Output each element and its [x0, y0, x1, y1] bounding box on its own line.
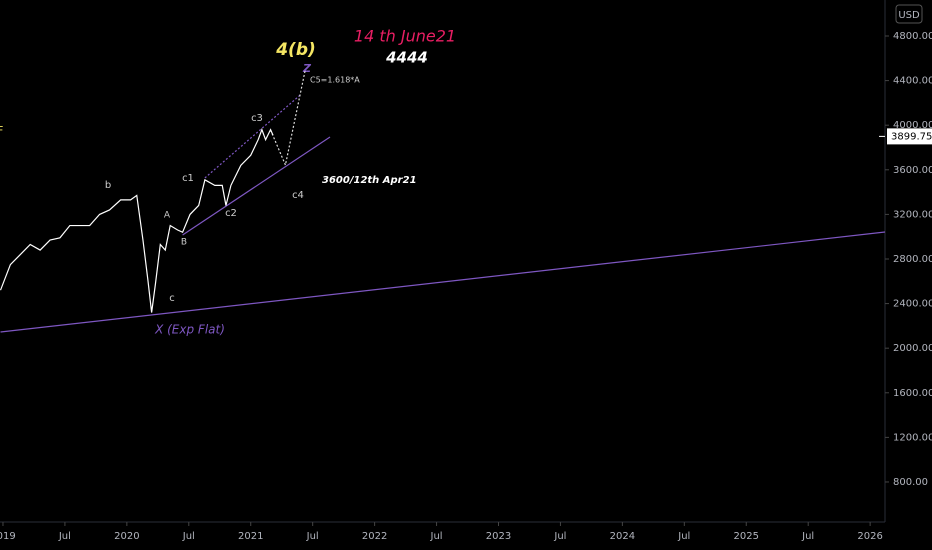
y-tick-label: 2400.00	[893, 299, 932, 310]
x-tick-label: Jul	[182, 531, 195, 542]
x-tick-label: Jul	[677, 531, 690, 542]
trend-line	[204, 94, 301, 179]
annotation: c3	[251, 113, 263, 124]
x-tick-label: 2022	[362, 531, 387, 542]
y-tick-label: 4000.00	[893, 120, 932, 131]
annotation: c2	[225, 208, 237, 219]
y-tick-label: 1200.00	[893, 432, 932, 443]
annotation: c1	[182, 173, 194, 184]
x-tick-label: 2025	[734, 531, 759, 542]
last-price: 3899.75	[891, 131, 932, 142]
y-tick-label: 3600.00	[893, 165, 932, 176]
annotation: B	[181, 238, 187, 248]
x-tick-label: 2020	[114, 531, 139, 542]
x-tick-label: Jul	[430, 531, 443, 542]
x-tick-label: 2026	[857, 531, 882, 542]
y-tick-label: 800.00	[893, 477, 928, 488]
annotation: c	[169, 293, 175, 304]
trend-line	[182, 136, 331, 236]
annotation: Z	[302, 62, 312, 75]
x-tick-label: 2021	[238, 531, 263, 542]
x-tick-label: Jul	[306, 531, 319, 542]
x-tick-label: Jul	[58, 531, 71, 542]
x-tick-label: 2023	[486, 531, 511, 542]
y-tick-label: 1600.00	[893, 388, 932, 399]
annotation: X (Exp Flat)	[154, 323, 225, 337]
annotation: C5=1.618*A	[310, 76, 360, 85]
y-tick-label: 2000.00	[893, 343, 932, 354]
x-tick-label: Jul	[553, 531, 566, 542]
last-price-box	[887, 128, 932, 145]
x-tick-label: 2019	[0, 531, 16, 542]
currency-box[interactable]	[895, 4, 923, 24]
y-tick-label: 4800.00	[893, 31, 932, 42]
annotation: F	[0, 124, 3, 137]
annotation: c4	[292, 190, 304, 201]
currency[interactable]: USD	[898, 10, 920, 21]
annotation: 3600/12th Apr21	[322, 175, 417, 186]
price-line	[0, 127, 274, 313]
y-tick-label: 4400.00	[893, 76, 932, 87]
y-tick-label: 3200.00	[893, 209, 932, 220]
x-tick-label: 2024	[610, 531, 635, 542]
x-tick-label: Jul	[801, 531, 814, 542]
annotation: b	[105, 180, 111, 191]
annotation: A	[164, 211, 171, 221]
annotation: 4(b)	[275, 40, 316, 60]
annotation: 14 th June21	[354, 27, 456, 46]
y-tick-label: 2800.00	[893, 254, 932, 265]
annotation: 4444	[385, 49, 428, 67]
trend-line	[0, 231, 886, 333]
trend-line	[270, 69, 306, 168]
